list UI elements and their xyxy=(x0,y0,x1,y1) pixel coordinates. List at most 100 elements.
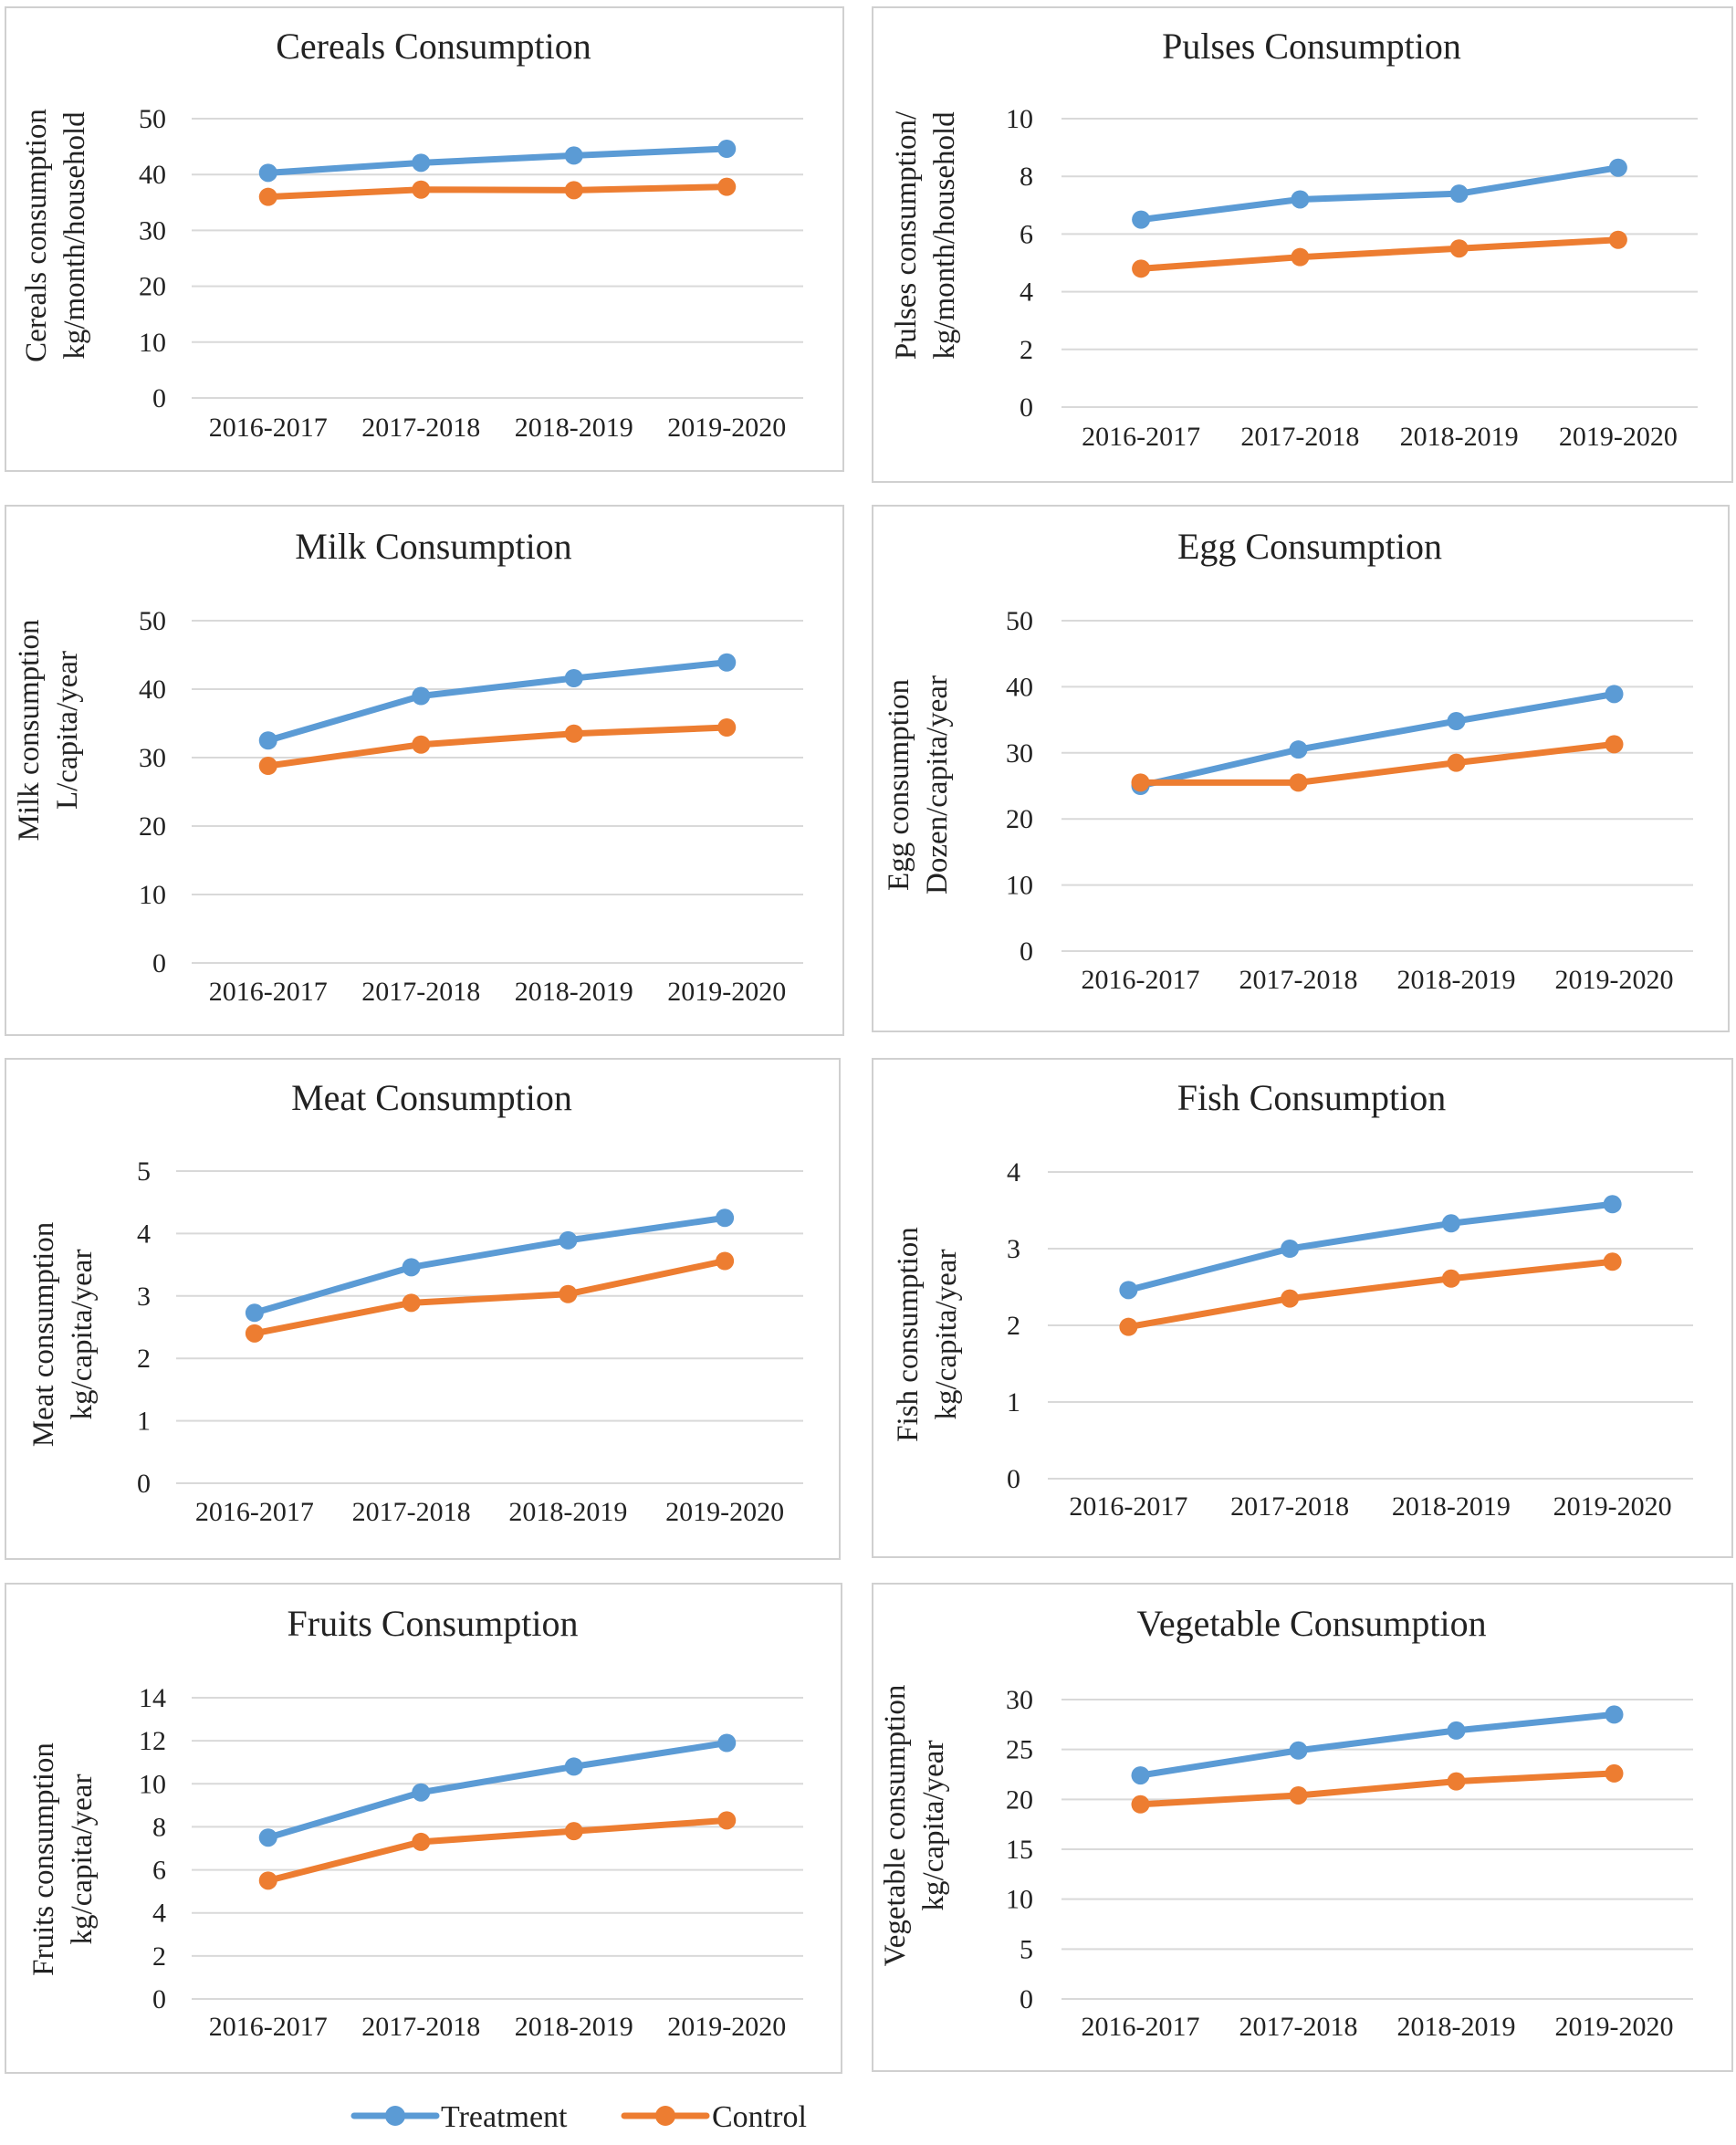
egg-consumption-y-axis-title: Dozen/capita/year xyxy=(921,675,954,895)
milk-consumption-control-point xyxy=(564,724,583,743)
fruits-consumption-control-point xyxy=(717,1811,737,1830)
cereals-consumption-x-tick-label: 2019-2020 xyxy=(667,413,786,443)
cereals-consumption-treatment-point xyxy=(717,140,737,159)
milk-consumption-x-tick-label: 2017-2018 xyxy=(361,977,480,1007)
meat-consumption-treatment-point xyxy=(402,1258,421,1277)
meat-consumption-chart: Meat Consumption 0 1 2 3 4 5 2016-2017 2017-2018… xyxy=(5,1058,841,1560)
legend: Treatment Control xyxy=(350,2100,807,2134)
fish-consumption-y-axis-title: Fish consumption xyxy=(892,1227,925,1442)
meat-consumption-y-axis-title: kg/capita/year xyxy=(66,1250,99,1420)
pulses-consumption-title: Pulses Consumption xyxy=(1162,26,1461,67)
egg-consumption-treatment-point xyxy=(1447,712,1466,731)
cereals-consumption-y-tick-label: 20 xyxy=(139,272,166,302)
fish-consumption-chart: Fish Consumption 0 1 2 3 4 2016-2017 2017-2018 2… xyxy=(872,1058,1733,1558)
fruits-consumption-chart: Fruits Consumption 0 2 4 6 8 10 12 14 2016-2017 20… xyxy=(5,1583,842,2074)
pulses-consumption-treatment-point xyxy=(1132,210,1151,229)
cereals-consumption-treatment-point xyxy=(564,146,583,165)
fish-consumption-treatment-point xyxy=(1603,1195,1622,1214)
fruits-consumption-y-tick-label: 8 xyxy=(152,1812,166,1842)
fish-consumption-treatment-point xyxy=(1281,1240,1300,1258)
fish-consumption-x-tick-label: 2017-2018 xyxy=(1230,1491,1349,1522)
vegetable-consumption-title: Vegetable Consumption xyxy=(1136,1603,1486,1644)
fruits-consumption-y-axis-title: Fruits consumption xyxy=(27,1742,60,1976)
milk-consumption-control-point xyxy=(717,718,737,737)
fruits-consumption-y-axis-title: kg/capita/year xyxy=(66,1774,99,1945)
egg-consumption-y-tick-label: 30 xyxy=(1006,738,1033,769)
fish-consumption-x-tick-label: 2016-2017 xyxy=(1069,1491,1187,1522)
vegetable-consumption-treatment-point xyxy=(1447,1721,1466,1740)
fish-consumption-control-line xyxy=(1124,1258,1616,1331)
fruits-consumption-y-tick-label: 14 xyxy=(139,1683,166,1713)
fruits-consumption-control-point xyxy=(412,1832,431,1851)
cereals-consumption-y-axis-title: Cereals consumption xyxy=(20,109,53,362)
cereals-consumption-y-axis-title: kg/month/household xyxy=(58,111,91,360)
vegetable-consumption-control-point xyxy=(1447,1772,1466,1791)
fish-consumption-y-tick-label: 1 xyxy=(1007,1387,1020,1418)
milk-consumption-x-tick-label: 2019-2020 xyxy=(667,977,786,1007)
egg-consumption-panel-frame xyxy=(872,505,1730,1032)
meat-consumption-y-tick-label: 4 xyxy=(137,1219,151,1249)
milk-consumption-y-axis-title: L/capita/year xyxy=(51,651,84,810)
fruits-consumption-y-tick-label: 12 xyxy=(139,1726,166,1756)
fish-consumption-x-tick-label: 2018-2019 xyxy=(1392,1491,1511,1522)
fruits-consumption-treatment-point xyxy=(564,1757,583,1776)
egg-consumption-control-point xyxy=(1605,735,1624,754)
milk-consumption-treatment-point xyxy=(564,669,583,687)
pulses-consumption-y-tick-label: 10 xyxy=(1006,104,1033,134)
milk-consumption-treatment-point xyxy=(717,653,737,672)
milk-consumption-x-tick-label: 2018-2019 xyxy=(515,977,633,1007)
fish-consumption-x-tick-label: 2019-2020 xyxy=(1553,1491,1672,1522)
pulses-consumption-treatment-point xyxy=(1291,190,1310,209)
pulses-consumption-y-tick-label: 8 xyxy=(1020,162,1033,192)
cereals-consumption-control-point xyxy=(564,181,583,200)
fish-consumption-y-axis-title: kg/capita/year xyxy=(930,1250,963,1420)
egg-consumption-y-tick-label: 50 xyxy=(1006,606,1033,636)
fish-consumption-control-point xyxy=(1119,1317,1138,1336)
vegetable-consumption-y-tick-label: 10 xyxy=(1006,1885,1033,1915)
meat-consumption-x-tick-label: 2016-2017 xyxy=(195,1497,314,1527)
pulses-consumption-control-line xyxy=(1137,236,1622,272)
fruits-consumption-x-tick-label: 2016-2017 xyxy=(209,2012,328,2042)
pulses-consumption-x-tick-label: 2019-2020 xyxy=(1559,422,1678,452)
milk-consumption-control-line xyxy=(265,724,730,769)
pulses-consumption-treatment-point xyxy=(1449,184,1469,204)
pulses-consumption-treatment-line xyxy=(1137,164,1622,224)
milk-consumption-control-point xyxy=(412,735,431,754)
fruits-consumption-treatment-point xyxy=(412,1783,431,1802)
cereals-consumption-control-point xyxy=(258,187,277,206)
milk-consumption-chart: Milk Consumption 0 10 20 30 40 50 2016-2017 2017… xyxy=(5,505,844,1036)
fish-consumption-control-point xyxy=(1441,1269,1460,1288)
legend-control-label: Control xyxy=(712,2100,807,2134)
egg-consumption-y-tick-label: 40 xyxy=(1006,672,1033,702)
cereals-consumption-treatment-point xyxy=(258,163,277,183)
egg-consumption-title: Egg Consumption xyxy=(1177,526,1442,567)
meat-consumption-treatment-point xyxy=(245,1303,264,1323)
meat-consumption-y-tick-label: 2 xyxy=(137,1344,151,1374)
fruits-consumption-y-tick-label: 10 xyxy=(139,1769,166,1799)
egg-consumption-y-tick-label: 10 xyxy=(1006,871,1033,901)
cereals-consumption-x-tick-label: 2016-2017 xyxy=(209,413,328,443)
egg-consumption-control-point xyxy=(1447,753,1466,772)
pulses-consumption-x-tick-label: 2018-2019 xyxy=(1400,422,1519,452)
pulses-consumption-control-point xyxy=(1449,239,1469,258)
vegetable-consumption-treatment-point xyxy=(1289,1741,1308,1760)
vegetable-consumption-y-tick-label: 25 xyxy=(1006,1735,1033,1765)
pulses-consumption-y-tick-label: 4 xyxy=(1020,277,1033,308)
cereals-consumption-x-tick-label: 2018-2019 xyxy=(515,413,633,443)
pulses-consumption-control-point xyxy=(1608,230,1627,249)
fruits-consumption-treatment-point xyxy=(258,1828,277,1847)
pulses-consumption-y-tick-label: 6 xyxy=(1020,219,1033,249)
fish-consumption-control-point xyxy=(1603,1252,1622,1271)
cereals-consumption-y-tick-label: 40 xyxy=(139,160,166,190)
meat-consumption-x-tick-label: 2019-2020 xyxy=(665,1497,784,1527)
milk-consumption-y-tick-label: 30 xyxy=(139,743,166,773)
vegetable-consumption-x-tick-label: 2016-2017 xyxy=(1082,2012,1200,2042)
fruits-consumption-control-line xyxy=(265,1816,730,1884)
milk-consumption-y-tick-label: 20 xyxy=(139,811,166,842)
meat-consumption-y-tick-label: 1 xyxy=(137,1407,151,1437)
cereals-consumption-y-tick-label: 50 xyxy=(139,104,166,134)
cereals-consumption-control-point xyxy=(412,180,431,199)
fish-consumption-treatment-point xyxy=(1119,1281,1138,1300)
vegetable-consumption-chart: Vegetable Consumption 0 5 10 15 20 25 30 2016-20… xyxy=(872,1583,1733,2072)
